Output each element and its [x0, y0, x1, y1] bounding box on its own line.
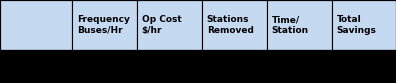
Bar — [0, 50, 396, 83]
Text: Time/
Station: Time/ Station — [272, 15, 309, 35]
Bar — [0, 0, 396, 50]
Bar — [267, 0, 332, 50]
Bar — [72, 0, 137, 50]
Bar — [332, 0, 396, 50]
Bar — [0, 0, 72, 50]
Text: Total
Savings: Total Savings — [337, 15, 377, 35]
Bar — [137, 0, 202, 50]
Bar — [0, 50, 396, 83]
Text: Frequency
Buses/Hr: Frequency Buses/Hr — [77, 15, 129, 35]
Text: Stations
Removed: Stations Removed — [207, 15, 254, 35]
Text: Op Cost
$/hr: Op Cost $/hr — [142, 15, 181, 35]
Bar — [202, 0, 267, 50]
